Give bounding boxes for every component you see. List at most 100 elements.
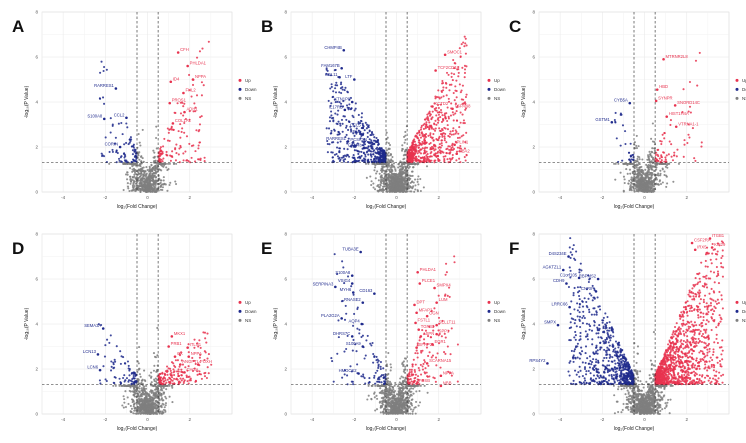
point-ns <box>627 182 630 185</box>
gene-label-down: CORIN <box>105 142 119 147</box>
point-up <box>182 152 185 155</box>
point-down <box>132 143 135 146</box>
point-ns <box>128 190 131 193</box>
point-down <box>370 158 373 161</box>
x-axis-label: log₂(Fold Change) <box>614 204 655 210</box>
point-up <box>452 113 455 116</box>
point-up <box>177 370 180 373</box>
point-ns <box>390 190 393 193</box>
point-ns <box>136 146 139 149</box>
point-ns <box>120 384 123 387</box>
point-up <box>183 380 186 383</box>
point-ns <box>636 176 639 179</box>
point-up <box>664 156 667 159</box>
point-up <box>676 148 679 151</box>
point-up <box>670 155 673 158</box>
point-up <box>187 351 190 354</box>
point-down <box>337 109 340 112</box>
point-up <box>432 128 435 131</box>
point-ns <box>151 170 154 173</box>
point-up <box>166 365 169 368</box>
point-ns <box>150 177 153 180</box>
point-up <box>183 131 186 134</box>
point-ns <box>137 132 140 136</box>
point-up <box>432 139 435 142</box>
highlighted-point-up <box>191 78 195 81</box>
point-down <box>337 131 340 134</box>
point-down <box>357 113 360 116</box>
y-tick-label: 6 <box>35 277 38 282</box>
point-ns <box>158 399 161 402</box>
point-up <box>173 377 176 380</box>
point-up <box>463 45 466 48</box>
y-tick-label: 8 <box>35 232 38 237</box>
point-ns <box>401 144 404 147</box>
point-down <box>338 147 342 150</box>
x-tick-label: 2 <box>686 195 689 200</box>
point-ns <box>636 164 639 167</box>
point-down <box>102 155 106 158</box>
point-ns <box>403 169 406 172</box>
point-ns <box>148 175 151 178</box>
point-ns <box>139 395 142 398</box>
point-ns <box>402 170 405 173</box>
point-ns <box>149 396 152 399</box>
point-ns <box>392 181 395 184</box>
point-up <box>163 373 167 376</box>
point-ns <box>137 154 140 157</box>
point-down <box>336 141 339 144</box>
point-down <box>100 60 103 63</box>
point-ns <box>150 391 153 394</box>
point-ns <box>402 190 405 193</box>
point-down <box>112 361 115 364</box>
legend-label: NS <box>742 96 746 101</box>
gene-label-up: PRB1 <box>171 341 183 346</box>
point-ns <box>372 182 375 185</box>
point-ns <box>133 409 136 412</box>
point-up <box>188 110 191 113</box>
point-down <box>127 380 130 383</box>
highlighted-point-up <box>431 105 434 108</box>
point-ns <box>395 184 398 187</box>
point-ns <box>389 186 393 189</box>
point-ns <box>414 184 417 187</box>
point-up <box>436 154 439 157</box>
point-ns <box>651 140 654 143</box>
point-ns <box>419 189 422 193</box>
legend-label: Up <box>494 78 500 83</box>
point-up <box>446 158 449 161</box>
point-ns <box>403 135 406 138</box>
point-up <box>434 95 437 98</box>
point-ns <box>129 182 132 185</box>
point-down <box>104 136 107 139</box>
point-up <box>669 123 672 127</box>
point-up <box>187 382 190 385</box>
point-ns <box>154 407 157 410</box>
point-up <box>180 374 183 377</box>
point-up <box>682 155 685 158</box>
point-ns <box>163 162 166 165</box>
point-down <box>364 155 367 158</box>
point-ns <box>143 177 146 180</box>
point-up <box>683 139 686 142</box>
point-ns <box>636 158 639 161</box>
point-down <box>118 377 121 380</box>
point-up <box>194 379 197 382</box>
point-ns <box>137 402 140 405</box>
point-down <box>377 143 380 146</box>
point-ns <box>639 185 642 188</box>
point-down <box>336 123 339 126</box>
point-up <box>419 152 423 155</box>
point-ns <box>159 181 162 185</box>
point-ns <box>397 177 400 180</box>
point-down <box>371 145 374 149</box>
point-up <box>195 129 198 132</box>
point-up <box>457 132 460 135</box>
gene-label-down: S100A8 <box>87 113 103 118</box>
point-up <box>450 75 453 78</box>
point-up <box>174 111 177 115</box>
x-tick-label: 2 <box>189 417 192 422</box>
point-up <box>455 96 458 99</box>
point-ns <box>397 166 400 169</box>
point-ns <box>636 160 639 163</box>
